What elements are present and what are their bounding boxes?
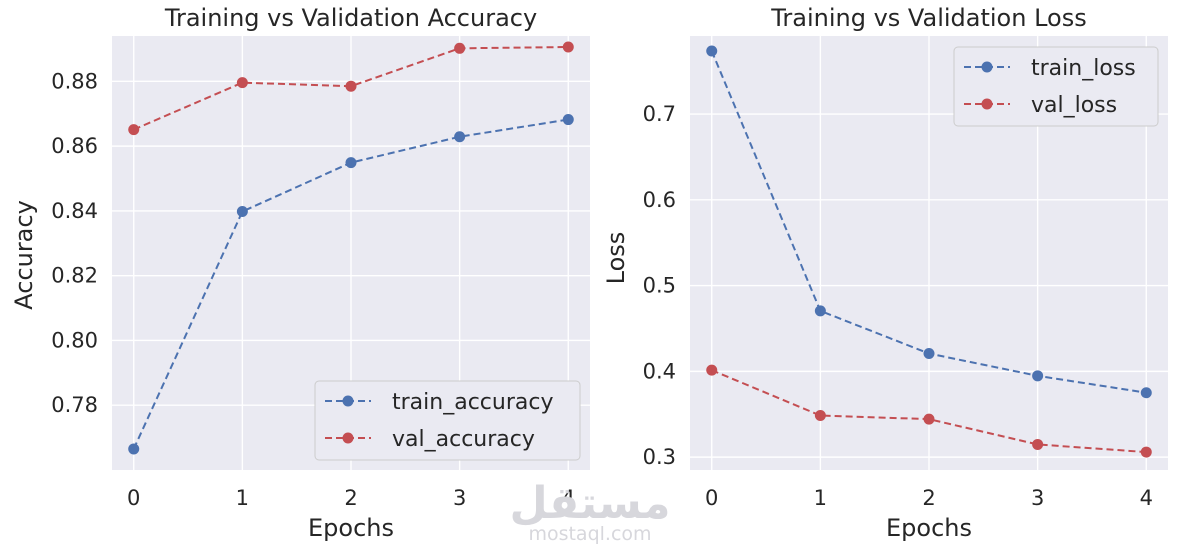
y-tick-label: 0.82: [51, 264, 98, 288]
x-axis-label: Epochs: [308, 514, 394, 542]
y-tick-label: 0.86: [51, 134, 98, 158]
x-tick-label: 3: [1031, 486, 1044, 510]
legend-marker-val_loss: [981, 98, 993, 110]
data-point-train_loss: [814, 305, 826, 317]
data-point-val_accuracy: [128, 124, 140, 136]
watermark: مستقل mostaql.com: [510, 478, 671, 545]
x-axis-label: Epochs: [886, 514, 972, 542]
chart-title: Training vs Validation Loss: [770, 4, 1086, 32]
data-point-train_loss: [1032, 370, 1044, 382]
legend-label-val_accuracy: val_accuracy: [392, 427, 535, 452]
loss-chart: 0 1 2 3 4 0.3 0.4 0.5 0.6 0.7 Training vs Validati…: [602, 4, 1168, 542]
y-axis-label: Loss: [602, 232, 630, 285]
data-point-train_loss: [923, 348, 935, 360]
x-tick-label: 2: [344, 486, 357, 510]
data-point-train_accuracy: [236, 206, 248, 218]
x-tick-label: 0: [127, 486, 140, 510]
accuracy-chart: 0 1 2 3 4 0.78 0.80 0.82 0.84 0.86 0.88 Training vs…: [10, 4, 590, 542]
legend-marker-val_accuracy: [342, 432, 354, 444]
watermark-arabic-text: مستقل: [510, 478, 671, 529]
x-tick-label: 4: [1140, 486, 1153, 510]
legend-box: [314, 380, 581, 461]
legend-label-train_accuracy: train_accuracy: [392, 390, 553, 415]
y-tick-label: 0.80: [51, 328, 98, 352]
legend-box: [953, 46, 1159, 127]
data-point-train_accuracy: [454, 131, 466, 143]
y-tick-label: 0.3: [643, 445, 676, 469]
x-tick-label: 1: [236, 486, 249, 510]
x-tick-label: 1: [814, 486, 827, 510]
legend: train_loss val_loss: [953, 46, 1159, 127]
data-point-val_accuracy: [454, 42, 466, 54]
series-line-val_accuracy: [133, 46, 569, 131]
legend-marker-train_accuracy: [342, 395, 354, 407]
data-point-val_accuracy: [236, 77, 248, 89]
watermark-latin-text: mostaql.com: [528, 523, 651, 545]
y-tick-label: 0.5: [643, 274, 676, 298]
y-tick-label: 0.4: [643, 359, 676, 383]
data-point-val_loss: [1032, 438, 1044, 450]
data-point-val_loss: [814, 410, 826, 422]
data-point-val_accuracy: [562, 41, 574, 53]
x-tick-label: 3: [453, 486, 466, 510]
legend-label-val_loss: val_loss: [1031, 93, 1117, 118]
legend: train_accuracy val_accuracy: [314, 380, 581, 461]
data-point-val_loss: [706, 364, 718, 376]
legend-label-train_loss: train_loss: [1031, 56, 1136, 81]
y-tick-label: 0.88: [51, 69, 98, 93]
y-axis-label: Accuracy: [10, 200, 38, 310]
data-point-val_accuracy: [345, 80, 357, 92]
data-point-train_accuracy: [345, 157, 357, 169]
y-tick-label: 0.7: [643, 102, 676, 126]
x-tick-label: 0: [705, 486, 718, 510]
legend-marker-train_loss: [981, 61, 993, 73]
y-tick-label: 0.84: [51, 199, 98, 223]
data-point-train_accuracy: [128, 443, 140, 455]
data-point-train_loss: [1140, 387, 1152, 399]
data-point-val_loss: [923, 413, 935, 425]
x-tick-label: 2: [922, 486, 935, 510]
x-tick-label: 4: [562, 486, 575, 510]
data-point-train_loss: [706, 45, 718, 57]
y-tick-label: 0.6: [643, 188, 676, 212]
data-point-train_accuracy: [562, 114, 574, 126]
data-point-val_loss: [1140, 446, 1152, 458]
chart-title: Training vs Validation Accuracy: [164, 4, 537, 32]
y-tick-label: 0.78: [51, 393, 98, 417]
